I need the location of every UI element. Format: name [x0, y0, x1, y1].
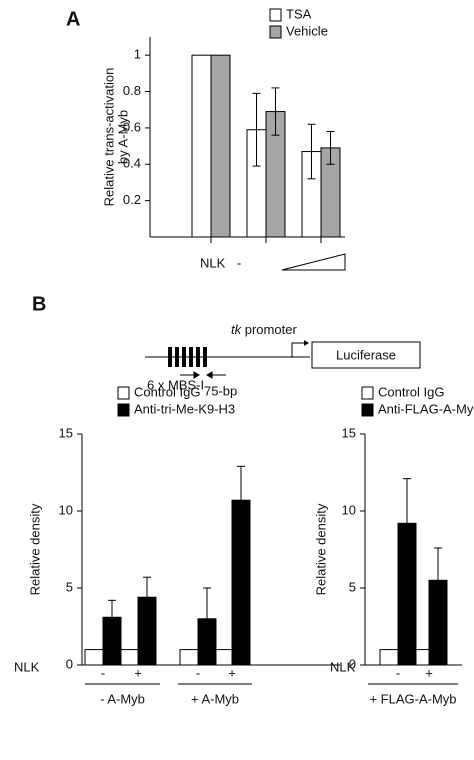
binding-sites [168, 347, 207, 367]
y-tick-label: 0.2 [123, 192, 141, 207]
bar [84, 649, 104, 666]
y-axis-label: Relative density [313, 503, 328, 595]
legend-label: Anti-FLAG-A-Myb [378, 401, 474, 416]
bar [119, 649, 139, 666]
error-bar [143, 576, 151, 598]
x-axis-label: NLK [200, 255, 226, 270]
promoter-italic: tk [231, 322, 243, 337]
y-tick-label: 5 [66, 579, 73, 594]
y-axis-label: by A-Myb [115, 110, 130, 164]
y-tick-label: 10 [342, 502, 356, 517]
y-tick-label: 5 [349, 579, 356, 594]
legend-swatch [361, 386, 374, 400]
primer-arrows [180, 371, 226, 379]
bar [102, 616, 122, 666]
promoter-label: tk promoter [231, 322, 297, 337]
error-bar [307, 123, 316, 180]
error-bar [203, 587, 211, 619]
y-tick-label: 0.4 [123, 156, 141, 171]
legend-label: Control IgG [134, 384, 200, 399]
bar [179, 649, 199, 666]
group-label: + FLAG-A-Myb [369, 691, 456, 706]
y-tick-label: 15 [342, 425, 356, 440]
sites-label: 6 x MBS-I [147, 377, 204, 392]
bar [191, 54, 212, 238]
y-tick-label: 0.6 [123, 119, 141, 134]
promoter-diagram: Luciferase tk promoter 6 x MBS-I 75-bp [145, 322, 421, 398]
tss-arrowhead [304, 340, 309, 346]
x-tick-label: - [196, 665, 200, 680]
y-tick-label: 0 [66, 656, 73, 671]
bar [428, 579, 448, 666]
x-tick-label: - [237, 255, 241, 270]
y-axis-label: Relative density [27, 503, 42, 595]
legend-label: TSA [286, 6, 312, 21]
legend-swatch [361, 403, 374, 417]
reporter-label: Luciferase [336, 347, 396, 362]
y-axis-label: Relative trans-activation [101, 68, 116, 207]
legend-label: Control IgG [378, 384, 444, 399]
x-axis-label: NLK [330, 659, 356, 674]
y-tick-label: 0 [349, 656, 356, 671]
bar [231, 499, 251, 666]
error-bar [237, 465, 245, 501]
error-bar [403, 478, 411, 524]
y-tick-label: 0.8 [123, 83, 141, 98]
legend-label: Vehicle [286, 23, 328, 38]
legend-label: Anti-tri-Me-K9-H3 [134, 401, 235, 416]
bar [379, 649, 399, 666]
legend-swatch [117, 386, 130, 400]
promoter-text: promoter [245, 322, 298, 337]
group-label: + A-Myb [191, 691, 239, 706]
x-tick-label: + [228, 665, 236, 680]
panel-label: A [66, 8, 80, 30]
error-bar [326, 131, 335, 165]
error-bar [252, 92, 261, 167]
error-bar [108, 599, 116, 618]
x-axis-label: NLK [14, 659, 40, 674]
legend-swatch [269, 8, 282, 22]
bar [397, 522, 417, 666]
bar [210, 54, 231, 238]
panel-label: B [32, 293, 46, 315]
y-tick-label: 1 [134, 47, 141, 62]
bar [213, 649, 233, 666]
reporter-box [311, 341, 421, 369]
bar [137, 596, 157, 666]
tss-arrow [291, 342, 304, 357]
bar [197, 618, 217, 666]
y-tick-label: 10 [59, 502, 73, 517]
legend-swatch [269, 25, 282, 39]
x-tick-label: + [425, 665, 433, 680]
x-tick-label: + [134, 665, 142, 680]
legend-swatch [117, 403, 130, 417]
error-bar [434, 547, 442, 581]
x-tick-label: - [396, 665, 400, 680]
y-tick-label: 15 [59, 425, 73, 440]
error-bar [271, 87, 280, 136]
nlk-ramp [281, 253, 346, 271]
spacer-label: 75-bp [204, 383, 237, 398]
group-label: - A-Myb [100, 691, 145, 706]
x-tick-label: - [101, 665, 105, 680]
